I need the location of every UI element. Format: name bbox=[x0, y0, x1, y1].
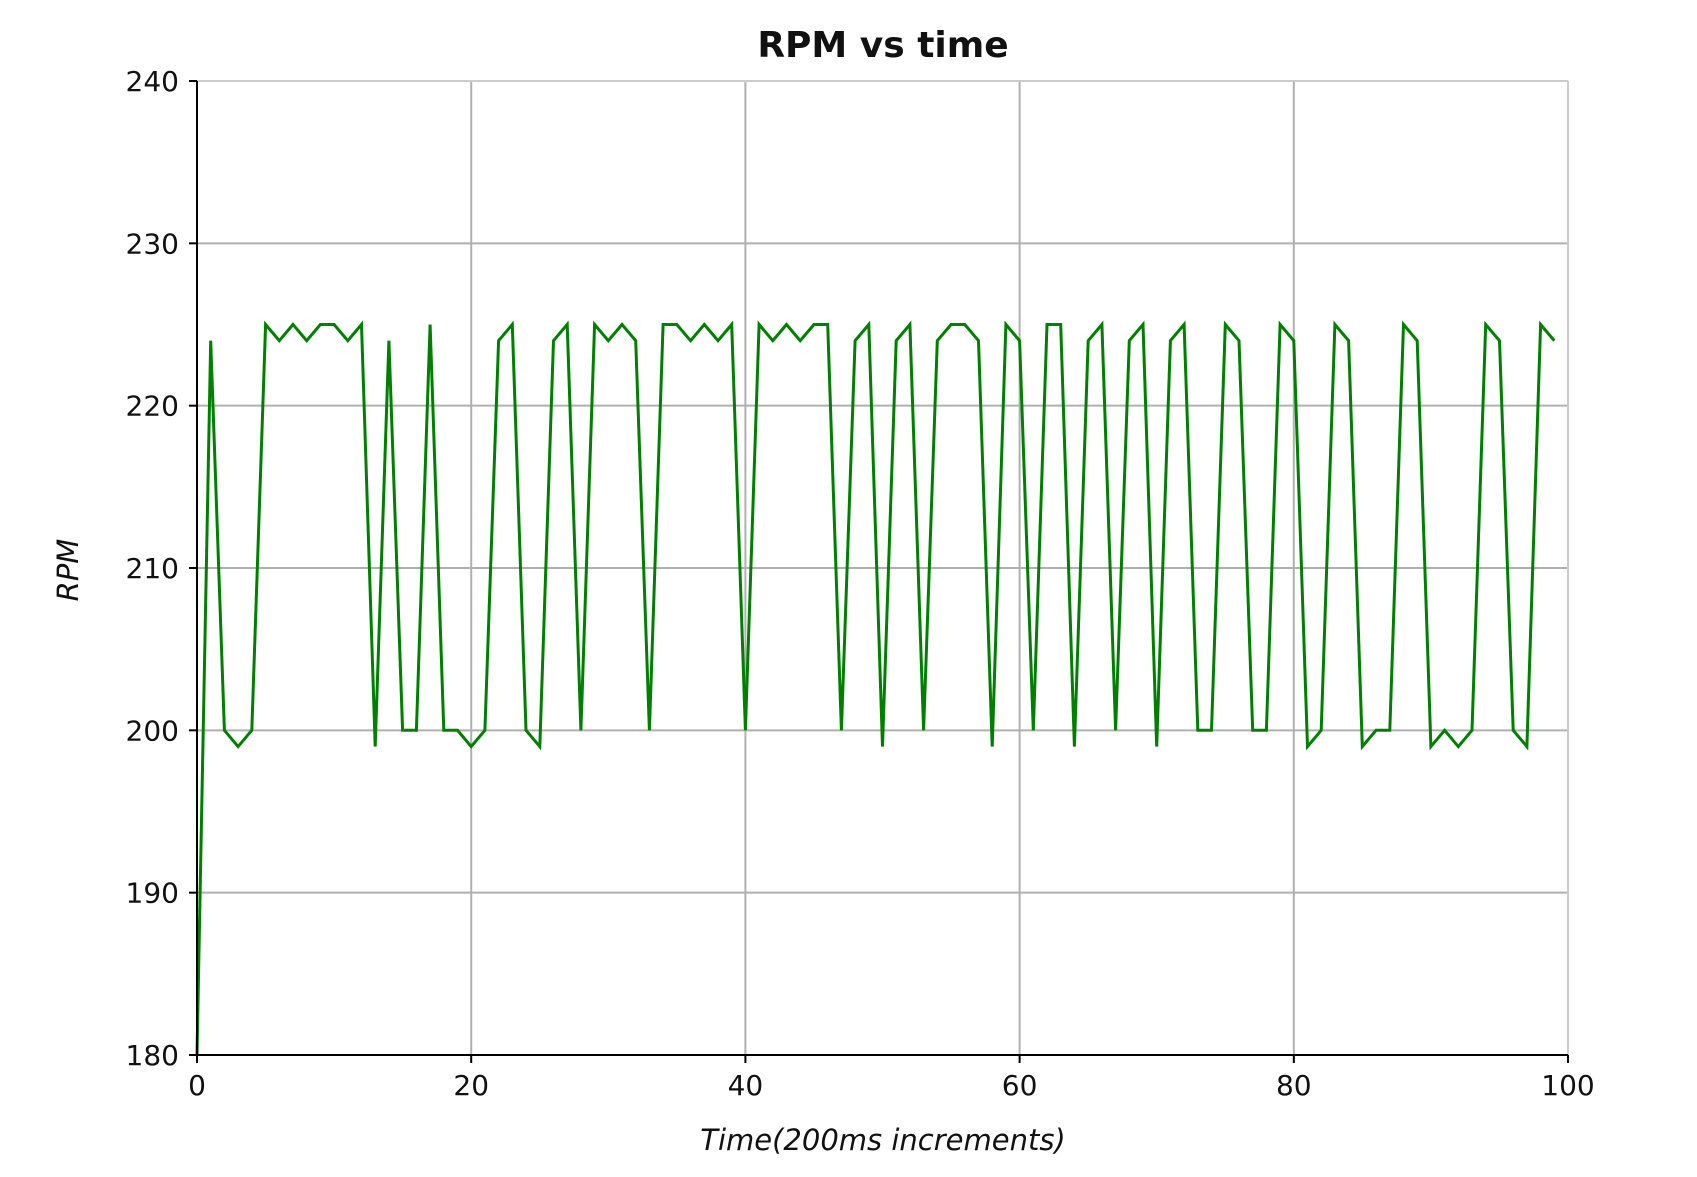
gridlines bbox=[196, 80, 1569, 1056]
x-tick-label-2: 40 bbox=[728, 1069, 764, 1102]
x-tick-label-4: 80 bbox=[1276, 1069, 1312, 1102]
x-tick-label-1: 20 bbox=[453, 1069, 489, 1102]
x-tick-label-0: 0 bbox=[188, 1069, 206, 1102]
x-tick-label-5: 100 bbox=[1541, 1069, 1594, 1102]
y-tick-label-4: 220 bbox=[126, 390, 179, 423]
axes bbox=[189, 80, 1569, 1063]
plot-frame bbox=[197, 80, 1569, 1055]
chart-title: RPM vs time bbox=[757, 25, 1008, 66]
y-tick-label-0: 180 bbox=[126, 1039, 179, 1072]
x-axis-label: Time(200ms increments) bbox=[700, 1123, 1066, 1157]
y-tick-label-1: 190 bbox=[126, 877, 179, 910]
y-tick-label-5: 230 bbox=[126, 227, 179, 260]
series-line-0 bbox=[195, 320, 1556, 1056]
x-tick-label-3: 60 bbox=[1002, 1069, 1038, 1102]
series-layer bbox=[195, 320, 1556, 1056]
tick-labels: 0 20 40 60 80 100 180 190 200 210 220 230 240 bbox=[126, 65, 1595, 1102]
y-tick-label-2: 200 bbox=[126, 714, 179, 747]
y-tick-label-6: 240 bbox=[126, 65, 179, 98]
y-tick-label-3: 210 bbox=[126, 552, 179, 585]
y-axis-label: RPM bbox=[51, 539, 85, 602]
